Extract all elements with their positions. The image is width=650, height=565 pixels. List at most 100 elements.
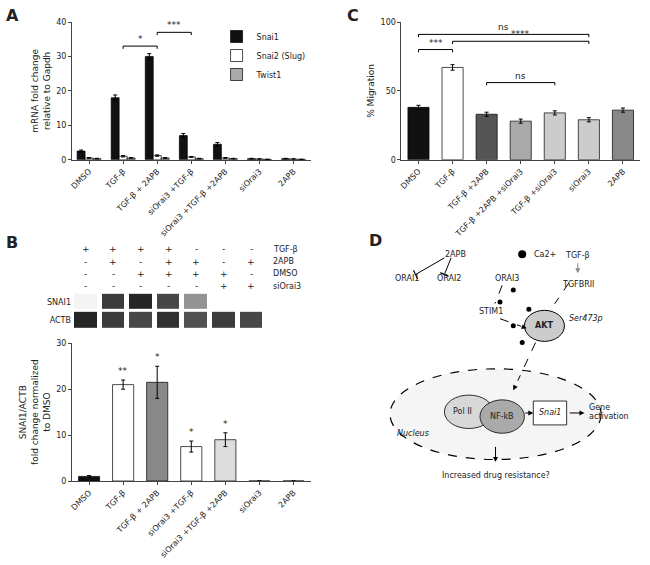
svg-text:D: D [369, 231, 382, 250]
svg-text:ORAI3: ORAI3 [495, 274, 519, 283]
svg-text:siOrai3 +TGF-β +2APB: siOrai3 +TGF-β +2APB [159, 167, 230, 238]
svg-text:STIM1: STIM1 [479, 307, 503, 316]
svg-text:2APB: 2APB [273, 257, 294, 266]
svg-text:+: + [137, 244, 145, 254]
svg-text:+: + [220, 281, 228, 291]
svg-text:% Migration: % Migration [366, 64, 376, 118]
svg-text:Pol II: Pol II [453, 407, 472, 416]
svg-text:siOrai3 +TGF-β: siOrai3 +TGF-β [146, 488, 196, 538]
svg-text:2APB: 2APB [606, 167, 627, 188]
svg-text:TGF-β: TGF-β [104, 488, 128, 512]
svg-text:+: + [109, 257, 117, 267]
svg-text:10: 10 [56, 121, 66, 130]
svg-text:siOrai3 +TGF-β: siOrai3 +TGF-β [146, 167, 196, 217]
svg-text:0: 0 [61, 156, 66, 165]
svg-text:TGF-β +2APB: TGF-β +2APB [446, 167, 491, 212]
svg-text:-: - [139, 257, 142, 267]
svg-text:0: 0 [391, 156, 396, 165]
svg-text:TGF-β: TGF-β [433, 167, 457, 191]
svg-text:***: *** [167, 20, 181, 30]
svg-text:-: - [250, 244, 253, 254]
svg-text:Ca2+: Ca2+ [534, 250, 556, 259]
svg-text:+: + [137, 269, 145, 279]
svg-text:Twist1: Twist1 [256, 71, 282, 80]
svg-text:40: 40 [56, 18, 66, 27]
svg-text:+: + [247, 257, 255, 267]
svg-text:Nucleus: Nucleus [397, 429, 429, 438]
svg-text:20: 20 [56, 385, 66, 394]
svg-text:A: A [6, 6, 19, 25]
svg-text:*: * [223, 419, 228, 429]
svg-text:siOrai3: siOrai3 [273, 282, 301, 291]
svg-text:0: 0 [61, 477, 66, 486]
svg-text:+: + [165, 257, 173, 267]
svg-text:SNAI1: SNAI1 [47, 298, 71, 307]
svg-text:TGFBRII: TGFBRII [562, 280, 594, 289]
svg-text:-: - [222, 244, 225, 254]
svg-text:Ser473p: Ser473p [569, 314, 603, 323]
svg-text:DMSO: DMSO [70, 488, 94, 512]
svg-text:*: * [155, 352, 160, 362]
svg-text:30: 30 [56, 339, 66, 348]
svg-text:TGF-β +2APB +siOrai3: TGF-β +2APB +siOrai3 [453, 167, 525, 239]
svg-text:TGF-β: TGF-β [104, 167, 128, 191]
svg-text:***: *** [429, 38, 443, 48]
svg-text:+: + [165, 269, 173, 279]
svg-text:+: + [247, 281, 255, 291]
svg-text:TGF-β: TGF-β [273, 245, 298, 254]
svg-text:10: 10 [56, 431, 66, 440]
svg-text:DMSO: DMSO [70, 167, 94, 191]
svg-text:siOrai3: siOrai3 [237, 167, 263, 193]
svg-text:-: - [139, 281, 142, 291]
svg-text:+: + [220, 269, 228, 279]
svg-text:-: - [112, 269, 115, 279]
svg-text:DMSO: DMSO [399, 167, 423, 191]
svg-text:ORAI2: ORAI2 [437, 274, 461, 283]
svg-text:TGF-β: TGF-β [565, 251, 590, 260]
svg-text:TGF-β + 2APB: TGF-β + 2APB [115, 488, 162, 535]
svg-text:siOrai3: siOrai3 [237, 488, 263, 514]
svg-text:siOrai3: siOrai3 [567, 167, 593, 193]
svg-text:-: - [112, 281, 115, 291]
svg-text:NF-kB: NF-kB [490, 412, 514, 421]
svg-text:Snai1: Snai1 [257, 33, 279, 42]
svg-text:100: 100 [381, 18, 396, 27]
svg-text:20: 20 [56, 87, 66, 96]
svg-text:-: - [222, 257, 225, 267]
svg-text:-: - [250, 269, 253, 279]
svg-text:-: - [195, 281, 198, 291]
svg-text:activation: activation [589, 412, 629, 421]
svg-text:+: + [82, 244, 90, 254]
svg-text:Snai2 (Slug): Snai2 (Slug) [257, 52, 306, 61]
svg-text:50: 50 [386, 87, 396, 96]
svg-text:Increased drug resistance?: Increased drug resistance? [442, 471, 550, 480]
svg-text:**: ** [118, 366, 128, 376]
svg-text:+: + [165, 244, 173, 254]
svg-text:2APB: 2APB [277, 167, 298, 188]
svg-text:+: + [109, 244, 117, 254]
svg-text:mRNA fold changerelative to Ga: mRNA fold changerelative to Gapdh [30, 49, 52, 133]
svg-text:Gene: Gene [589, 403, 610, 412]
svg-text:ns: ns [498, 22, 509, 32]
svg-text:ORAI1: ORAI1 [395, 274, 419, 283]
svg-text:30: 30 [56, 52, 66, 61]
svg-text:-: - [84, 281, 87, 291]
svg-text:ACTB: ACTB [50, 316, 71, 325]
svg-text:+: + [192, 257, 200, 267]
svg-text:****: **** [511, 29, 530, 39]
svg-text:siOrai3 +TGF-β +2APB: siOrai3 +TGF-β +2APB [159, 488, 230, 559]
svg-text:+: + [192, 269, 200, 279]
svg-text:*: * [189, 427, 194, 437]
svg-text:B: B [6, 233, 18, 252]
svg-text:DMSO: DMSO [273, 269, 297, 278]
svg-text:-: - [195, 244, 198, 254]
svg-text:SNAI1/ACTBfold change normaliz: SNAI1/ACTBfold change normalizedto DMSO [18, 359, 51, 465]
svg-text:TGF-β + 2APB: TGF-β + 2APB [115, 167, 162, 214]
svg-text:*: * [138, 34, 143, 44]
svg-text:2APB: 2APB [445, 250, 466, 259]
svg-text:Snai1: Snai1 [539, 408, 561, 417]
svg-text:-: - [167, 281, 170, 291]
svg-text:-: - [84, 257, 87, 267]
svg-text:C: C [347, 6, 359, 25]
svg-text:ns: ns [515, 71, 526, 81]
